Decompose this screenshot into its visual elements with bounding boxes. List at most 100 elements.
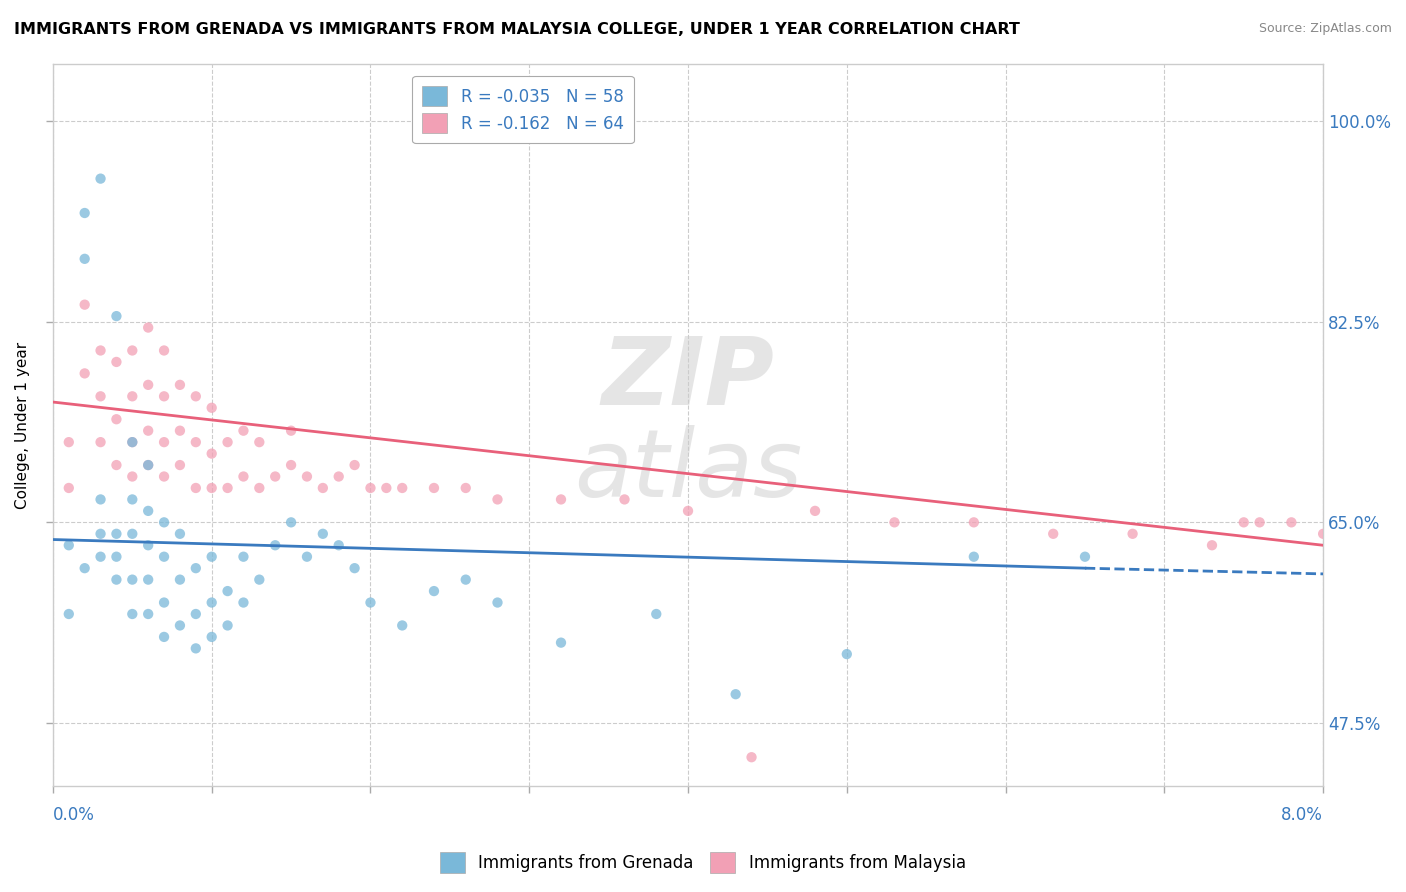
Point [1122, 526, 1144, 541]
Point [90, 343, 112, 358]
Text: ZIP: ZIP [602, 333, 775, 425]
Point [1249, 516, 1271, 530]
Point [264, 469, 287, 483]
Point [804, 504, 827, 518]
Point [550, 492, 572, 507]
Point [169, 526, 191, 541]
Point [136, 538, 159, 552]
Point [136, 607, 159, 621]
Point [375, 481, 398, 495]
Point [835, 647, 858, 661]
Point [136, 458, 159, 472]
Point [201, 595, 224, 609]
Point [136, 458, 159, 472]
Point [136, 377, 159, 392]
Point [58, 607, 80, 621]
Y-axis label: College, Under 1 year: College, Under 1 year [15, 342, 30, 508]
Point [90, 389, 112, 403]
Text: 0.0%: 0.0% [53, 806, 94, 824]
Point [184, 561, 207, 575]
Point [58, 481, 80, 495]
Point [423, 584, 446, 599]
Point [58, 435, 80, 450]
Point [883, 516, 905, 530]
Point [153, 595, 176, 609]
Point [90, 526, 112, 541]
Point [391, 618, 413, 632]
Point [90, 492, 112, 507]
Point [359, 481, 381, 495]
Point [169, 377, 191, 392]
Point [264, 538, 287, 552]
Point [105, 458, 128, 472]
Point [105, 526, 128, 541]
Text: Source: ZipAtlas.com: Source: ZipAtlas.com [1258, 22, 1392, 36]
Text: 8.0%: 8.0% [1281, 806, 1323, 824]
Point [121, 469, 143, 483]
Point [963, 549, 986, 564]
Point [153, 343, 176, 358]
Point [232, 549, 254, 564]
Point [169, 424, 191, 438]
Point [153, 630, 176, 644]
Point [201, 447, 224, 461]
Point [280, 458, 302, 472]
Point [153, 389, 176, 403]
Point [217, 435, 239, 450]
Point [201, 549, 224, 564]
Point [247, 481, 270, 495]
Point [295, 549, 318, 564]
Point [312, 526, 335, 541]
Point [169, 458, 191, 472]
Point [613, 492, 636, 507]
Point [105, 355, 128, 369]
Point [136, 320, 159, 334]
Point [121, 435, 143, 450]
Point [312, 481, 335, 495]
Point [121, 435, 143, 450]
Point [184, 389, 207, 403]
Point [136, 504, 159, 518]
Point [676, 504, 699, 518]
Point [105, 573, 128, 587]
Point [153, 516, 176, 530]
Point [247, 435, 270, 450]
Point [201, 481, 224, 495]
Point [486, 595, 509, 609]
Point [169, 618, 191, 632]
Point [1042, 526, 1064, 541]
Point [90, 171, 112, 186]
Point [184, 607, 207, 621]
Point [217, 618, 239, 632]
Point [201, 401, 224, 415]
Point [136, 573, 159, 587]
Point [1279, 516, 1302, 530]
Point [184, 641, 207, 656]
Point [121, 343, 143, 358]
Legend: Immigrants from Grenada, Immigrants from Malaysia: Immigrants from Grenada, Immigrants from… [433, 846, 973, 880]
Point [90, 435, 112, 450]
Point [645, 607, 668, 621]
Point [1312, 526, 1334, 541]
Point [741, 750, 763, 764]
Point [184, 481, 207, 495]
Point [486, 492, 509, 507]
Point [1074, 549, 1097, 564]
Point [217, 584, 239, 599]
Point [295, 469, 318, 483]
Point [73, 561, 96, 575]
Point [343, 458, 366, 472]
Point [328, 469, 350, 483]
Point [153, 549, 176, 564]
Text: atlas: atlas [574, 425, 803, 516]
Point [963, 516, 986, 530]
Point [359, 595, 381, 609]
Point [136, 424, 159, 438]
Point [550, 635, 572, 649]
Point [73, 206, 96, 220]
Point [724, 687, 747, 701]
Point [328, 538, 350, 552]
Point [105, 549, 128, 564]
Point [1201, 538, 1223, 552]
Point [232, 469, 254, 483]
